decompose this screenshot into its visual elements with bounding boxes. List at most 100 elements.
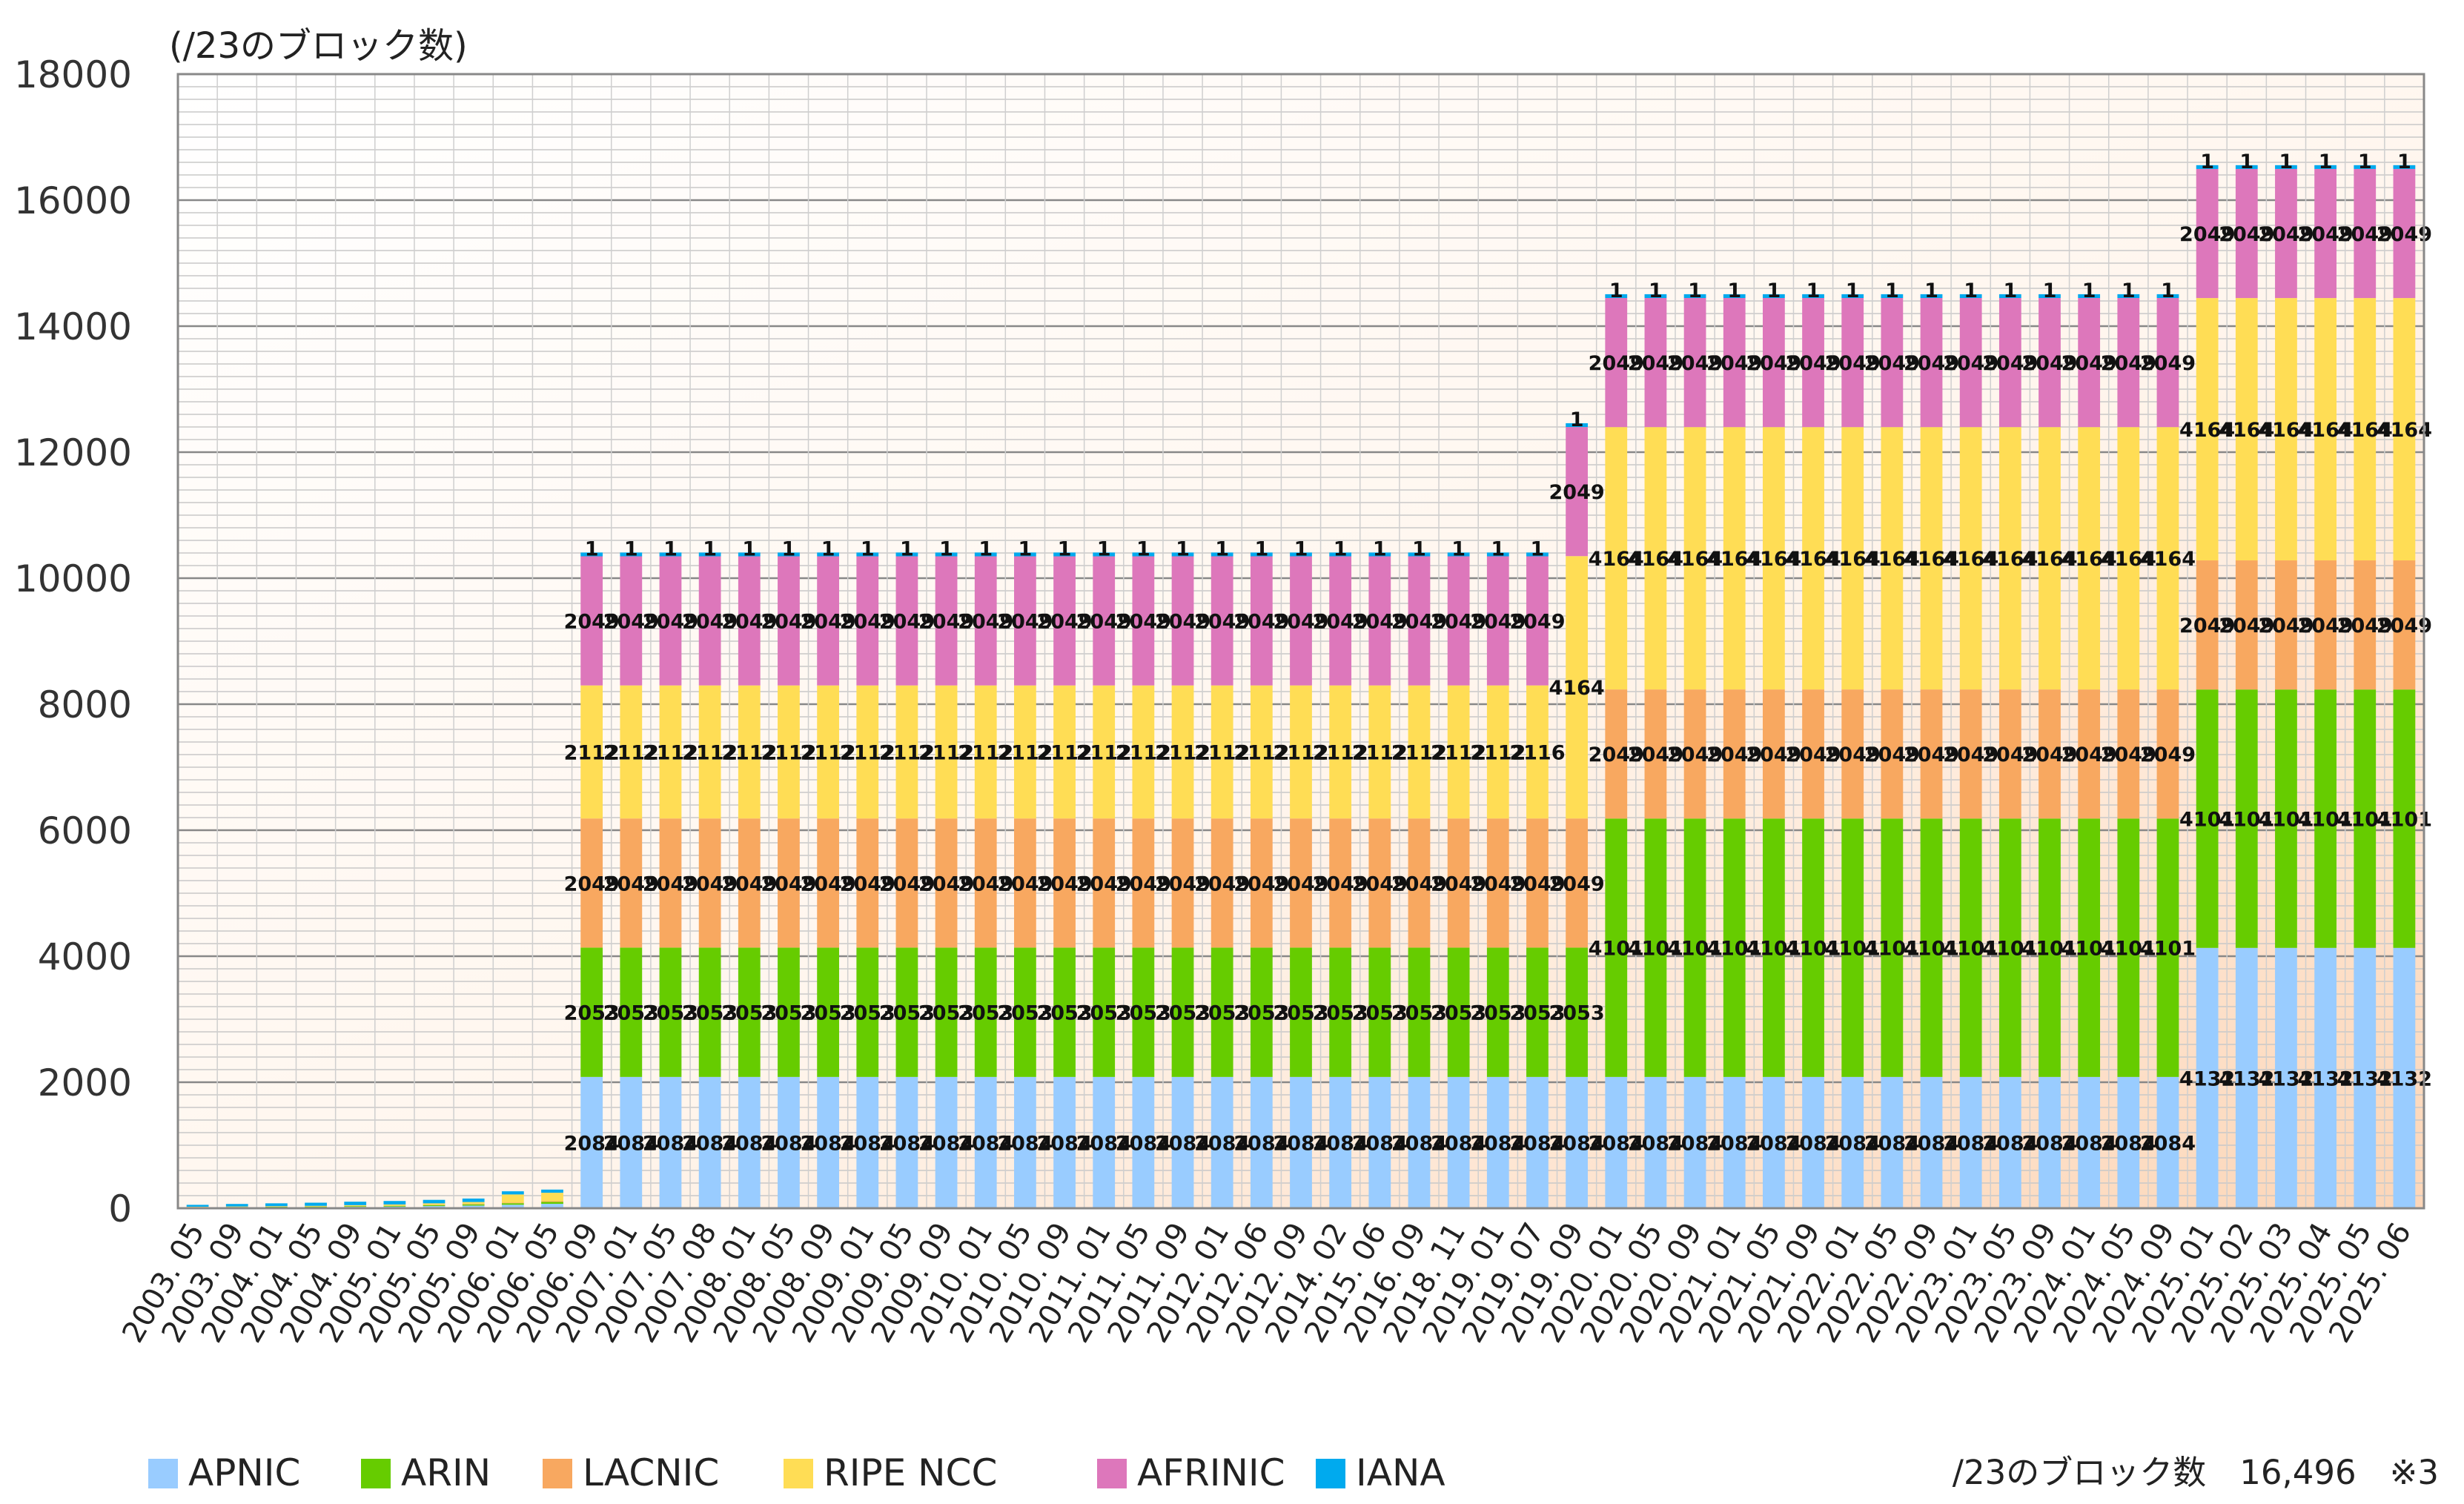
bar-segment-afrinic <box>1250 556 1273 686</box>
data-label: 2112 <box>1431 741 1486 764</box>
bar-segment-ripe-ncc <box>1526 685 1549 819</box>
bar-segment-apnic <box>1566 1076 1588 1208</box>
bar-segment-lacnic <box>1683 689 1706 819</box>
data-label: 2049 <box>997 872 1053 895</box>
bar-segment-afrinic <box>1526 556 1549 686</box>
data-label: 4164 <box>2337 419 2393 442</box>
data-label: 2084 <box>1273 1132 1328 1155</box>
data-label: 2053 <box>801 1002 856 1025</box>
data-label: 2049 <box>801 611 856 634</box>
bar-segment-afrinic <box>738 556 761 686</box>
bar-segment-lacnic <box>2117 689 2140 819</box>
legend-swatch <box>784 1459 813 1488</box>
bar-segment-iana <box>2275 165 2297 169</box>
bar-segment-apnic <box>1526 1076 1549 1208</box>
bar-segment-lacnic <box>1644 689 1667 819</box>
data-label: 2053 <box>1273 1002 1328 1025</box>
legend-swatch <box>148 1459 178 1488</box>
bar-segment-lacnic <box>1841 689 1864 819</box>
data-label: 2049 <box>1391 872 1447 895</box>
bar-segment-arin <box>2196 689 2219 948</box>
data-label: 4101 <box>1589 938 1644 961</box>
bar-segment-iana <box>501 1191 524 1195</box>
data-label: 2049 <box>958 872 1013 895</box>
data-label: 2049 <box>2101 352 2156 375</box>
bar-segment-iana <box>1132 552 1155 557</box>
data-label: 1 <box>1058 537 1072 560</box>
bar-segment-iana <box>856 552 879 557</box>
bar-segment-arin <box>1566 947 1588 1077</box>
bar-segment-lacnic <box>1171 818 1194 948</box>
bar-segment-apnic <box>620 1076 643 1208</box>
y-tick-label: 12000 <box>14 431 132 474</box>
bar-segment-ripe-ncc <box>738 685 761 819</box>
bar-segment-arin <box>2393 689 2416 948</box>
bar-segment-ripe-ncc <box>856 685 879 819</box>
y-tick-label: 0 <box>108 1187 132 1230</box>
bar-segment-afrinic <box>1447 556 1470 686</box>
data-label: 2049 <box>1549 872 1605 895</box>
y-tick-label: 14000 <box>14 305 132 348</box>
bar-segment-ripe-ncc <box>1644 427 1667 690</box>
data-label: 1 <box>1570 408 1584 431</box>
bar-segment-iana <box>620 552 643 557</box>
bar-segment-iana <box>265 1203 288 1207</box>
data-label: 2049 <box>761 872 816 895</box>
y-axis-label: (/23のブロック数) <box>169 25 468 67</box>
bar-segment-lacnic <box>2354 560 2377 690</box>
bar-segment-arin <box>1802 818 1824 1077</box>
legend-label: ARIN <box>401 1451 491 1494</box>
bar-segment-ripe-ncc <box>2314 298 2337 561</box>
bar-segment-apnic <box>698 1076 721 1208</box>
data-label: 4101 <box>1667 938 1723 961</box>
data-label: 1 <box>1097 537 1111 560</box>
bar-segment-apnic <box>1486 1076 1509 1208</box>
data-label: 2084 <box>761 1132 816 1155</box>
data-label: 2084 <box>564 1132 620 1155</box>
bar-segment-iana <box>1723 294 1746 299</box>
data-label: 2049 <box>1825 352 1881 375</box>
bar-segment-ripe-ncc <box>698 685 721 819</box>
data-label: 2049 <box>1076 611 1132 634</box>
data-label: 2049 <box>1313 872 1368 895</box>
data-label: 1 <box>1412 537 1426 560</box>
data-label: 4164 <box>1628 548 1683 571</box>
bar-segment-arin <box>1132 947 1155 1077</box>
data-label: 2049 <box>1155 611 1211 634</box>
bar-segment-afrinic <box>1093 556 1116 686</box>
bar-segment-arin <box>1998 818 2021 1077</box>
bar-segment-ripe-ncc <box>1408 685 1431 819</box>
bar-segment-arin <box>1171 947 1194 1077</box>
data-label: 4132 <box>2179 1067 2235 1090</box>
bar-segment-lacnic <box>974 818 997 948</box>
bar-segment-apnic <box>1841 1076 1864 1208</box>
data-label: 2053 <box>997 1002 1053 1025</box>
data-label: 2049 <box>1628 352 1683 375</box>
bar-segment-arin <box>817 947 839 1077</box>
data-label: 2112 <box>1470 741 1526 764</box>
data-label: 2049 <box>1667 743 1723 766</box>
bar-segment-iana <box>738 552 761 557</box>
bar-segment-lacnic <box>1526 818 1549 948</box>
data-label: 1 <box>2397 150 2411 173</box>
bar-segment-apnic <box>1998 1076 2021 1208</box>
data-label: 4164 <box>1864 548 1920 571</box>
y-tick-label: 2000 <box>38 1061 132 1104</box>
legend-swatch <box>1097 1459 1127 1488</box>
data-label: 1 <box>1649 279 1663 302</box>
legend-swatch <box>361 1459 391 1488</box>
bar-segment-ripe-ncc <box>1093 685 1116 819</box>
bar-segment-ripe-ncc <box>305 1205 327 1207</box>
bar-segment-ripe-ncc <box>1566 556 1588 819</box>
data-label: 2049 <box>2140 743 2196 766</box>
data-label: 4101 <box>1904 938 1959 961</box>
data-label: 2049 <box>1589 743 1644 766</box>
data-label: 1 <box>1451 537 1466 560</box>
bar-segment-apnic <box>1250 1076 1273 1208</box>
bar-segment-iana <box>2393 165 2416 169</box>
bar-segment-lacnic <box>778 818 800 948</box>
bar-segment-iana <box>974 552 997 557</box>
data-label: 1 <box>978 537 993 560</box>
data-label: 2049 <box>1785 352 1841 375</box>
bar-segment-afrinic <box>1014 556 1036 686</box>
